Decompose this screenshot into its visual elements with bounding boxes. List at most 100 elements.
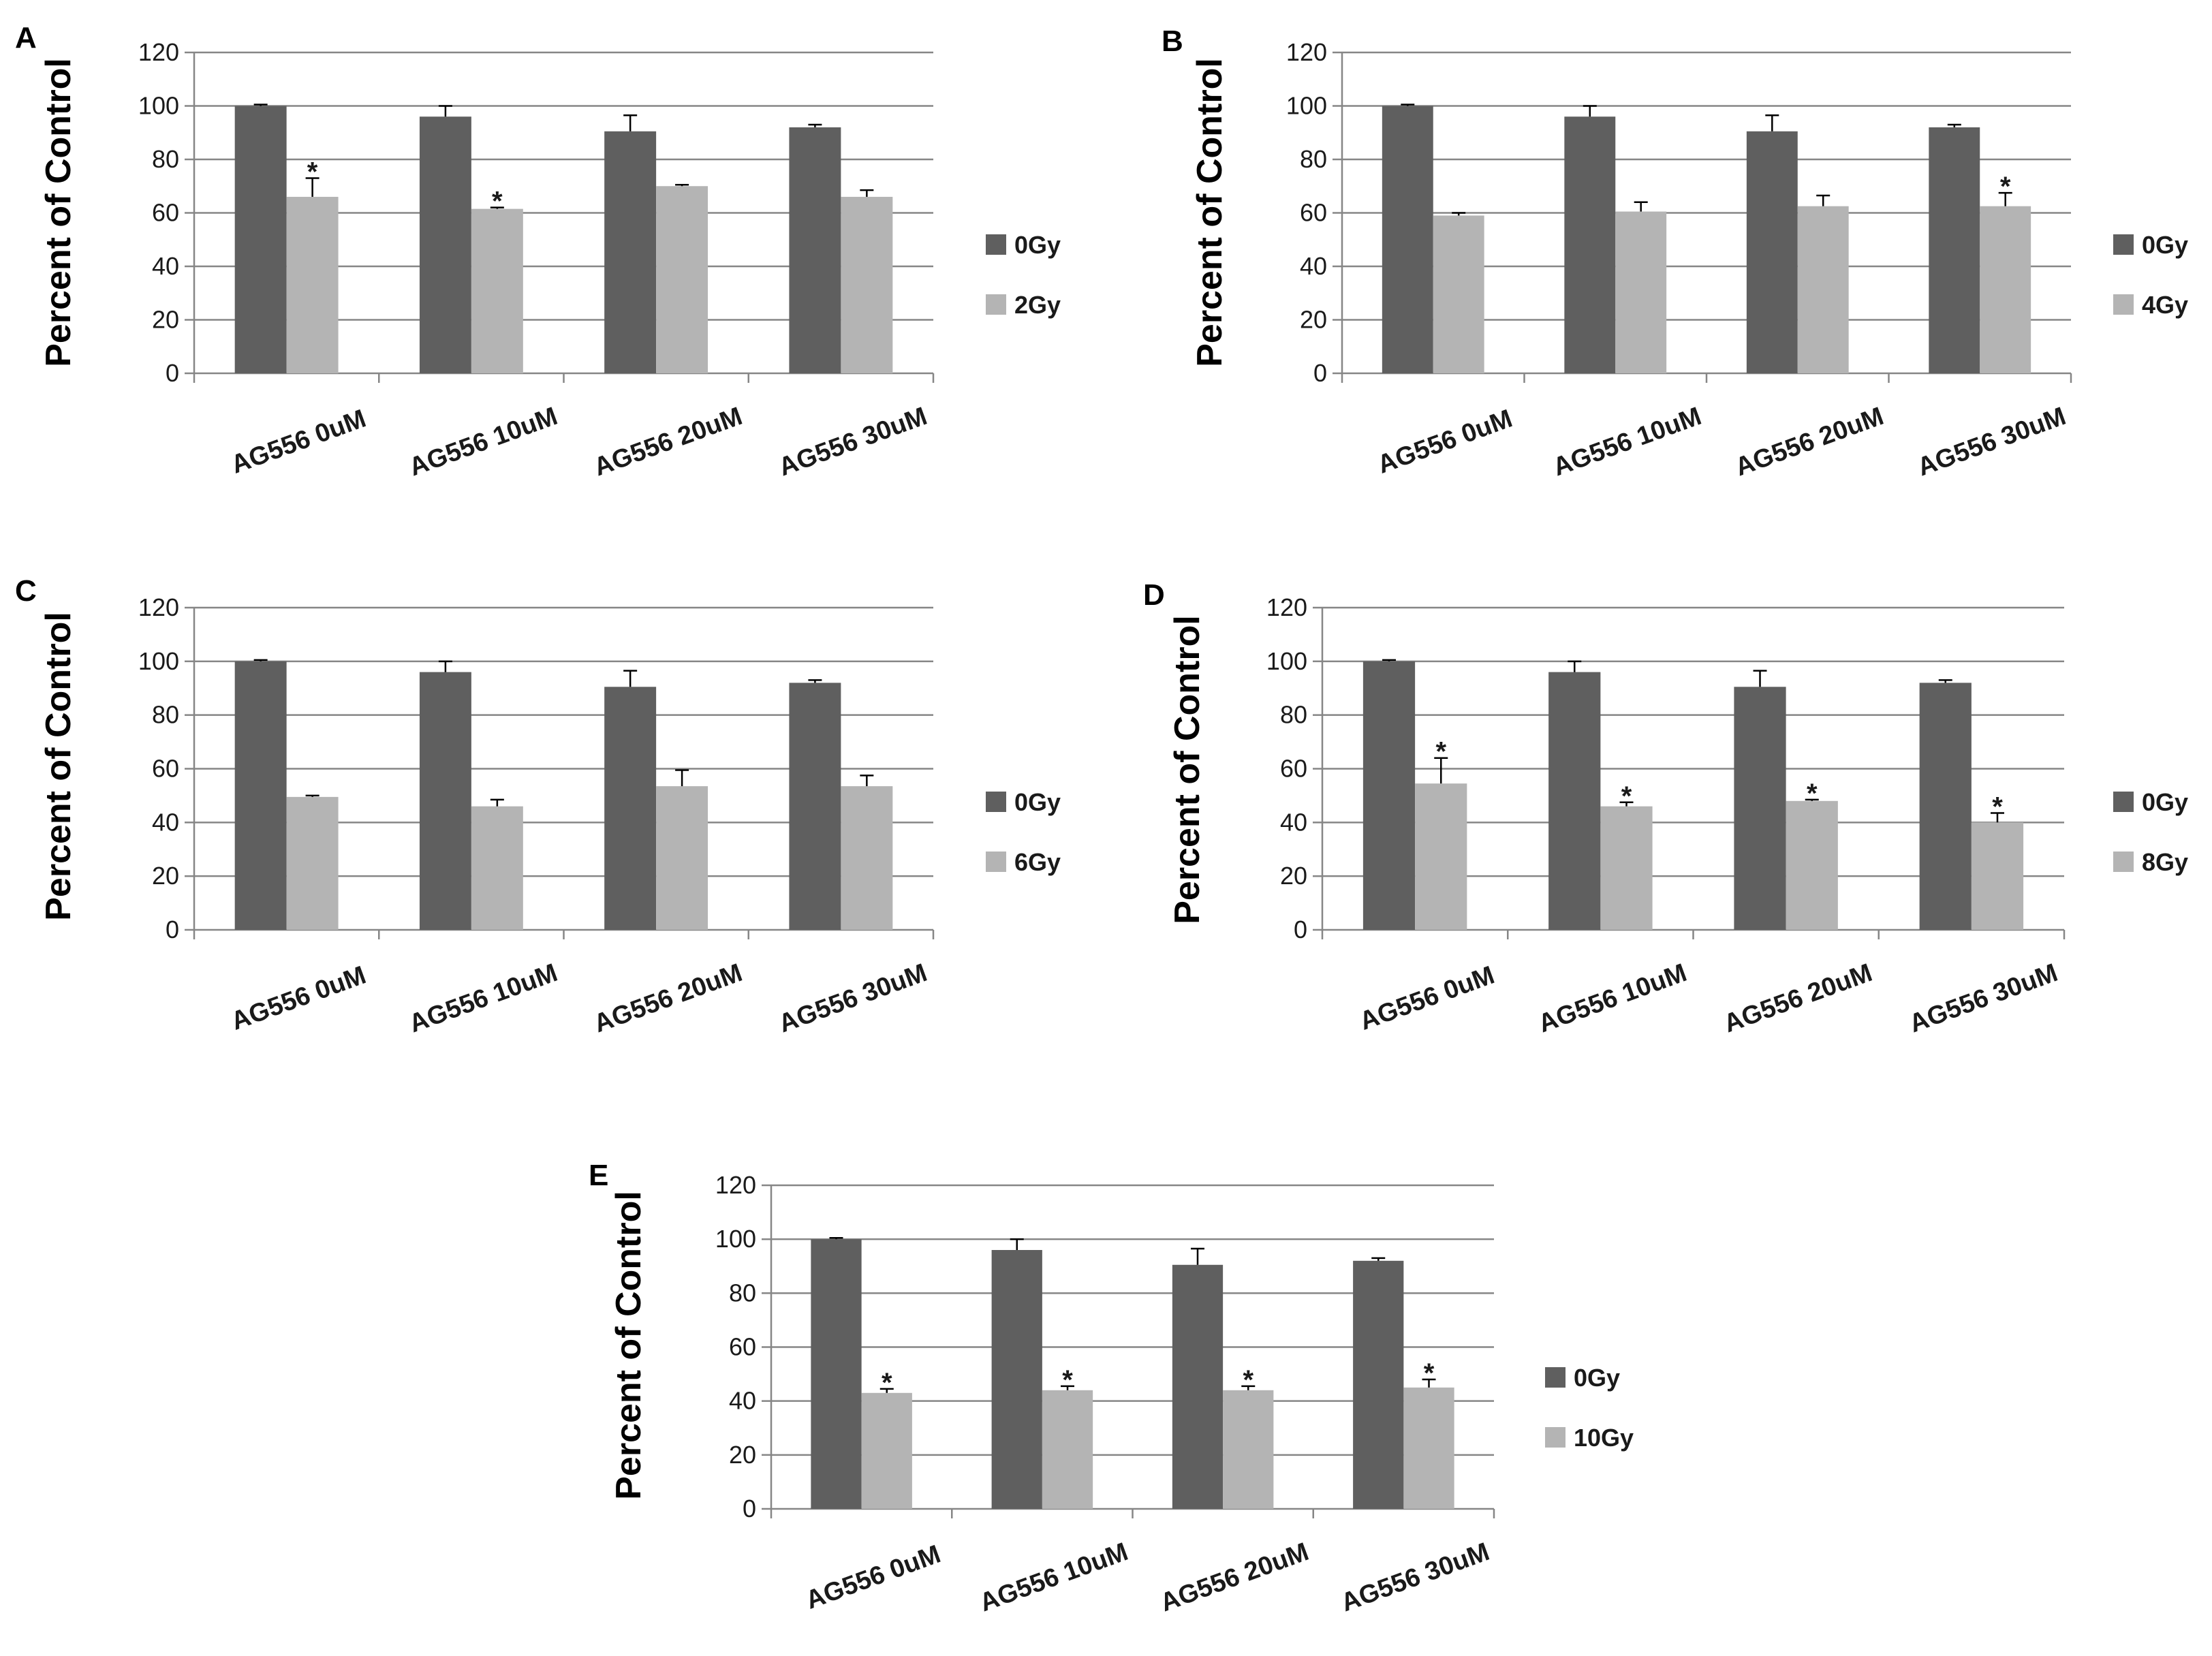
y-tick-label: 40 [729, 1387, 756, 1415]
bar-0gy-4 [789, 683, 841, 930]
bar-0gy-2 [419, 116, 471, 373]
bar-4gy-3 [1797, 206, 1849, 373]
panel-label: E [589, 1159, 608, 1192]
bar-0gy-4 [789, 127, 841, 373]
y-axis-title: Percent of Control [609, 1191, 649, 1500]
y-tick-label: 40 [1300, 252, 1327, 280]
legend-swatch [2113, 294, 2134, 315]
x-category-label: AG556 0uM [228, 405, 370, 480]
x-category-label: AG556 0uM [1356, 961, 1498, 1036]
significance-mark: * [1992, 792, 2003, 822]
bar-0gy-2 [1548, 672, 1601, 930]
bar-0gy-3 [604, 687, 657, 930]
y-tick-label: 60 [152, 755, 179, 783]
bar-2gy-4 [841, 196, 893, 373]
y-tick-label: 40 [152, 808, 179, 836]
x-category-label: AG556 20uM [590, 402, 746, 482]
bar-0gy-2 [1564, 116, 1616, 373]
x-category-label: AG556 10uM [405, 958, 561, 1038]
x-category-label: AG556 10uM [405, 402, 561, 482]
y-tick-label: 20 [152, 306, 179, 334]
bar-10gy-4 [1403, 1387, 1454, 1509]
significance-mark: * [1243, 1365, 1253, 1395]
significance-mark: * [2000, 172, 2011, 202]
x-category-label: AG556 30uM [1337, 1537, 1493, 1617]
bar-8gy-2 [1600, 806, 1653, 930]
chart-panel-e: E 0 20 40 60 80 100 120 Percent of Control * AG556… [589, 1159, 1634, 1617]
y-tick-label: 20 [729, 1441, 756, 1469]
bar-8gy-3 [1786, 800, 1838, 930]
y-tick-label: 80 [729, 1279, 756, 1307]
y-tick-label: 60 [152, 199, 179, 227]
significance-mark: * [1621, 781, 1632, 811]
bar-6gy-4 [841, 786, 893, 930]
panel-label: D [1143, 578, 1165, 612]
legend-label: 0Gy [1014, 788, 1061, 816]
legend-label: 6Gy [1014, 848, 1061, 876]
y-tick-label: 60 [1280, 755, 1307, 783]
y-axis-title: Percent of Control [39, 612, 78, 921]
y-tick-label: 120 [1266, 593, 1307, 621]
y-tick-label: 100 [1266, 647, 1307, 675]
chart-panel-d: D 0 20 40 60 80 100 120 Percent of Control * AG556… [1143, 578, 2188, 1038]
x-category-label: AG556 0uM [802, 1540, 944, 1615]
legend-label: 0Gy [1014, 231, 1061, 259]
bar-6gy-1 [286, 796, 339, 930]
bar-0gy-1 [1362, 661, 1416, 930]
legend-swatch [986, 234, 1006, 255]
panel-label: C [15, 574, 37, 608]
x-category-label: AG556 0uM [1374, 405, 1516, 480]
y-tick-label: 120 [1286, 38, 1327, 66]
y-tick-label: 0 [166, 359, 179, 387]
chart-panel-c: C 0 20 40 60 80 100 120 Percent of Control AG556 … [15, 574, 1061, 1038]
bar-4gy-2 [1615, 211, 1667, 373]
legend-swatch [986, 852, 1006, 872]
legend-label: 8Gy [2142, 848, 2188, 876]
y-tick-label: 0 [1294, 916, 1307, 943]
bar-4gy-4 [1980, 206, 2031, 373]
significance-mark: * [1424, 1358, 1435, 1388]
chart-panel-b: B 0 20 40 60 80 100 120 Percent of Control AG556 … [1162, 25, 2188, 482]
y-tick-label: 100 [138, 647, 179, 675]
bar-4gy-1 [1433, 215, 1484, 373]
chart-panel-a: A 0 20 40 60 80 100 120 Percent of Control * AG556… [15, 21, 1061, 482]
significance-mark: * [1807, 779, 1818, 809]
bar-0gy-2 [419, 672, 471, 930]
bar-0gy-3 [1734, 687, 1786, 930]
legend-label: 0Gy [2142, 788, 2188, 816]
y-tick-label: 0 [166, 916, 179, 943]
y-tick-label: 100 [138, 92, 179, 120]
bar-10gy-1 [861, 1392, 912, 1509]
significance-mark: * [882, 1368, 892, 1398]
bar-0gy-3 [604, 131, 657, 373]
legend-swatch [1545, 1367, 1565, 1388]
bar-0gy-1 [811, 1239, 862, 1509]
legend-swatch [1545, 1427, 1565, 1448]
x-category-label: AG556 10uM [1535, 958, 1691, 1038]
bar-0gy-3 [1746, 131, 1798, 373]
bar-10gy-2 [1042, 1390, 1093, 1509]
x-category-label: AG556 10uM [976, 1537, 1132, 1617]
legend-swatch [2113, 792, 2134, 812]
bar-6gy-3 [656, 786, 708, 930]
y-tick-label: 20 [1300, 306, 1327, 334]
y-tick-label: 60 [1300, 199, 1327, 227]
x-category-label: AG556 20uM [1720, 958, 1876, 1038]
y-tick-label: 80 [1280, 701, 1307, 729]
y-tick-label: 80 [1300, 145, 1327, 173]
y-tick-label: 120 [138, 593, 179, 621]
bar-8gy-1 [1415, 783, 1467, 930]
legend-swatch [2113, 234, 2134, 255]
bar-0gy-1 [234, 661, 287, 930]
legend-label: 4Gy [2142, 291, 2188, 319]
bar-2gy-2 [471, 208, 523, 373]
y-tick-label: 120 [715, 1171, 756, 1199]
y-tick-label: 100 [715, 1225, 756, 1253]
y-tick-label: 60 [729, 1333, 756, 1361]
y-tick-label: 80 [152, 701, 179, 729]
legend-swatch [986, 294, 1006, 315]
legend-swatch [2113, 852, 2134, 872]
significance-mark: * [1062, 1365, 1073, 1395]
y-tick-label: 40 [152, 252, 179, 280]
